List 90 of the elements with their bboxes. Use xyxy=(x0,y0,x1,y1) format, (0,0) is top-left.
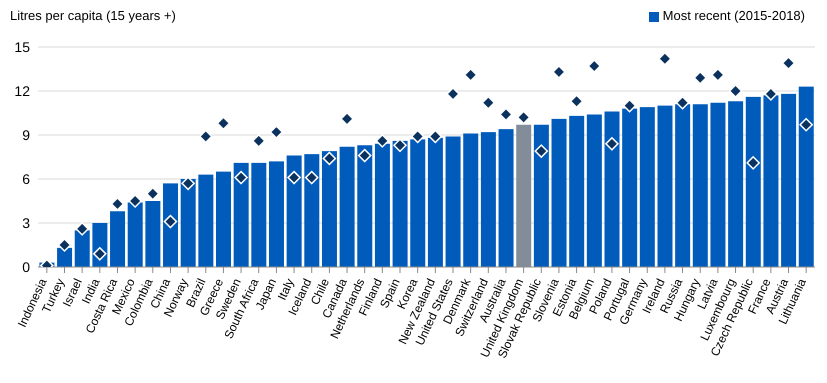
point xyxy=(622,98,636,112)
bar xyxy=(657,106,672,267)
bar xyxy=(781,94,796,267)
point xyxy=(711,68,725,82)
bar xyxy=(746,96,761,267)
point xyxy=(358,148,372,162)
point xyxy=(393,138,407,152)
bar xyxy=(128,202,143,267)
bar xyxy=(710,102,726,267)
bar xyxy=(340,146,355,267)
bar xyxy=(798,86,814,267)
point xyxy=(446,87,460,101)
bar xyxy=(392,140,408,267)
bar xyxy=(446,136,461,267)
bar xyxy=(322,151,337,267)
bar xyxy=(480,132,496,267)
point xyxy=(234,170,248,184)
bar xyxy=(763,95,778,267)
bar xyxy=(534,124,549,267)
bar xyxy=(198,174,214,267)
y-axis-title: Litres per capita (15 years +) xyxy=(10,8,176,23)
bar xyxy=(234,162,249,267)
y-tick-label: 0 xyxy=(22,258,30,275)
legend-label: Most recent (2015-2018) xyxy=(662,8,805,23)
bar xyxy=(216,172,232,267)
point xyxy=(252,134,266,148)
bar xyxy=(586,114,602,267)
y-tick-label: 6 xyxy=(22,170,30,187)
point xyxy=(464,68,478,82)
bar xyxy=(304,154,320,267)
point xyxy=(340,112,354,126)
bar xyxy=(74,230,90,267)
bar xyxy=(286,156,302,267)
bar xyxy=(410,139,426,267)
point xyxy=(764,87,778,101)
point xyxy=(376,134,390,148)
bar xyxy=(374,144,390,267)
bar xyxy=(357,145,372,267)
y-tick-label: 9 xyxy=(22,126,30,143)
point xyxy=(128,194,142,208)
bar xyxy=(251,162,266,267)
bar xyxy=(728,101,744,267)
bar xyxy=(145,201,160,267)
bar xyxy=(675,104,690,267)
point xyxy=(110,197,124,211)
point xyxy=(676,96,690,110)
bar xyxy=(516,124,532,267)
point xyxy=(58,238,72,252)
point xyxy=(534,144,548,158)
point xyxy=(482,96,496,110)
bar xyxy=(163,183,178,267)
point xyxy=(287,170,301,184)
point xyxy=(146,186,160,200)
point xyxy=(605,137,619,151)
point xyxy=(181,176,195,190)
point xyxy=(746,156,760,170)
bar xyxy=(622,108,638,267)
bar xyxy=(604,112,620,267)
point xyxy=(164,214,178,228)
point xyxy=(410,130,424,144)
point xyxy=(552,65,566,79)
point xyxy=(782,56,796,70)
point xyxy=(199,130,213,144)
point xyxy=(570,94,584,108)
bar xyxy=(552,118,567,267)
bar xyxy=(428,138,443,267)
bar xyxy=(180,179,196,267)
bar xyxy=(569,116,584,267)
y-tick-label: 12 xyxy=(14,82,30,99)
point xyxy=(75,222,89,236)
point xyxy=(693,71,707,85)
point xyxy=(304,170,318,184)
point xyxy=(322,152,336,166)
bar xyxy=(57,248,72,267)
point xyxy=(499,108,513,122)
point xyxy=(93,247,107,261)
bar xyxy=(640,107,655,267)
bar xyxy=(268,161,284,267)
point xyxy=(516,110,530,124)
bar xyxy=(463,134,478,267)
point xyxy=(728,84,742,98)
bar xyxy=(692,104,708,267)
point xyxy=(588,59,602,73)
point xyxy=(428,130,442,144)
bar xyxy=(110,211,126,267)
y-tick-label: 3 xyxy=(22,214,30,231)
bar xyxy=(498,129,514,267)
point xyxy=(658,52,672,66)
point xyxy=(799,118,813,132)
y-tick-label: 15 xyxy=(14,38,30,55)
